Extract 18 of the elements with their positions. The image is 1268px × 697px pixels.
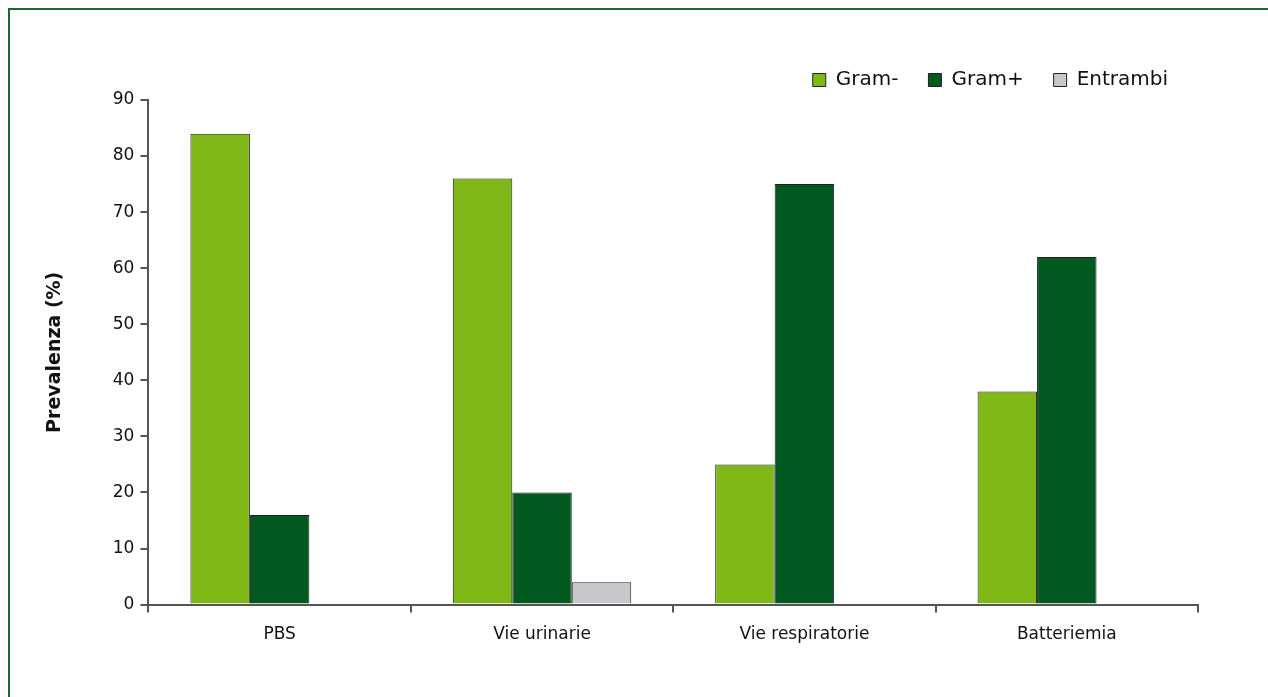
y-tick-label: 70: [112, 200, 135, 221]
x-tick-label: Batteriemia: [1016, 623, 1117, 644]
y-tick-label: 40: [112, 368, 135, 389]
legend-label: Gram-: [835, 66, 899, 91]
y-tick-label: 90: [112, 88, 135, 109]
legend-label: Entrambi: [1076, 66, 1169, 91]
y-tick-label: 80: [112, 144, 135, 165]
x-tick-label: Vie respiratorie: [739, 623, 870, 644]
y-tick-label: 60: [112, 256, 135, 277]
legend-label: Gram+: [951, 66, 1024, 91]
x-tick-label: PBS: [263, 623, 296, 644]
y-axis-title: Prevalenza (%): [42, 271, 65, 433]
y-tick-label: 30: [112, 424, 135, 445]
y-tick-label: 20: [112, 480, 135, 501]
y-tick-label: 10: [112, 536, 135, 557]
y-tick-label: 0: [123, 593, 135, 614]
y-tick-label: 50: [112, 312, 135, 333]
x-tick-label: Vie urinarie: [493, 623, 591, 644]
